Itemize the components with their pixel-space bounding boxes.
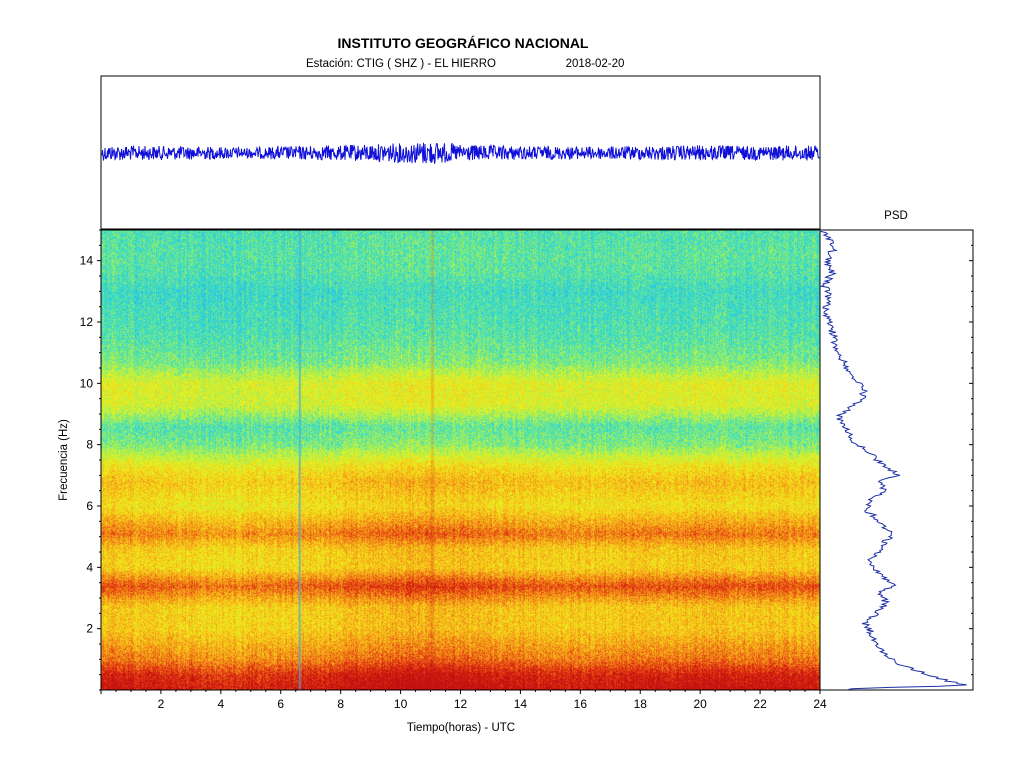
- y-tick-label: 14: [80, 254, 94, 268]
- spectrogram-image: [101, 230, 820, 690]
- x-axis: 2 4 6 8 10 12 14 16 18 20 22 24: [100, 690, 827, 711]
- psd-title: PSD: [884, 210, 908, 222]
- y-axis-label: Frecuencia (Hz): [58, 419, 70, 501]
- psd-curve: [819, 230, 967, 691]
- x-tick-label: 12: [454, 697, 468, 711]
- station-label: Estación: CTIG ( SHZ ) - EL HIERRO: [306, 58, 496, 70]
- x-tick-label: 18: [634, 697, 648, 711]
- x-tick-label: 4: [217, 697, 224, 711]
- x-tick-label: 6: [277, 697, 284, 711]
- psd-frame: [819, 229, 974, 691]
- x-tick-label: 14: [514, 697, 528, 711]
- y-tick-label: 10: [80, 376, 94, 390]
- y-axis: 2 4 6 8 10 12 14: [80, 229, 101, 691]
- x-tick-label: 2: [158, 697, 165, 711]
- x-axis-label: Tiempo(horas) - UTC: [407, 722, 515, 734]
- x-tick-label: 16: [574, 697, 588, 711]
- y-tick-label: 8: [86, 438, 93, 452]
- institution-title: INSTITUTO GEOGRÁFICO NACIONAL: [338, 35, 589, 51]
- y-tick-label: 4: [86, 560, 93, 574]
- x-tick-label: 22: [753, 697, 767, 711]
- y-tick-label: 2: [86, 622, 93, 636]
- date-label: 2018-02-20: [566, 58, 625, 70]
- x-tick-label: 10: [394, 697, 408, 711]
- x-tick-label: 8: [337, 697, 344, 711]
- psd-axis: [969, 229, 973, 691]
- seismogram-waveform: [101, 142, 820, 164]
- y-tick-label: 12: [80, 315, 94, 329]
- y-tick-label: 6: [86, 499, 93, 513]
- seismogram-trace: [101, 142, 820, 164]
- x-tick-label: 20: [693, 697, 707, 711]
- seismogram-panel: [100, 75, 821, 230]
- psd-panel: PSD: [819, 210, 974, 691]
- x-tick-label: 24: [813, 697, 827, 711]
